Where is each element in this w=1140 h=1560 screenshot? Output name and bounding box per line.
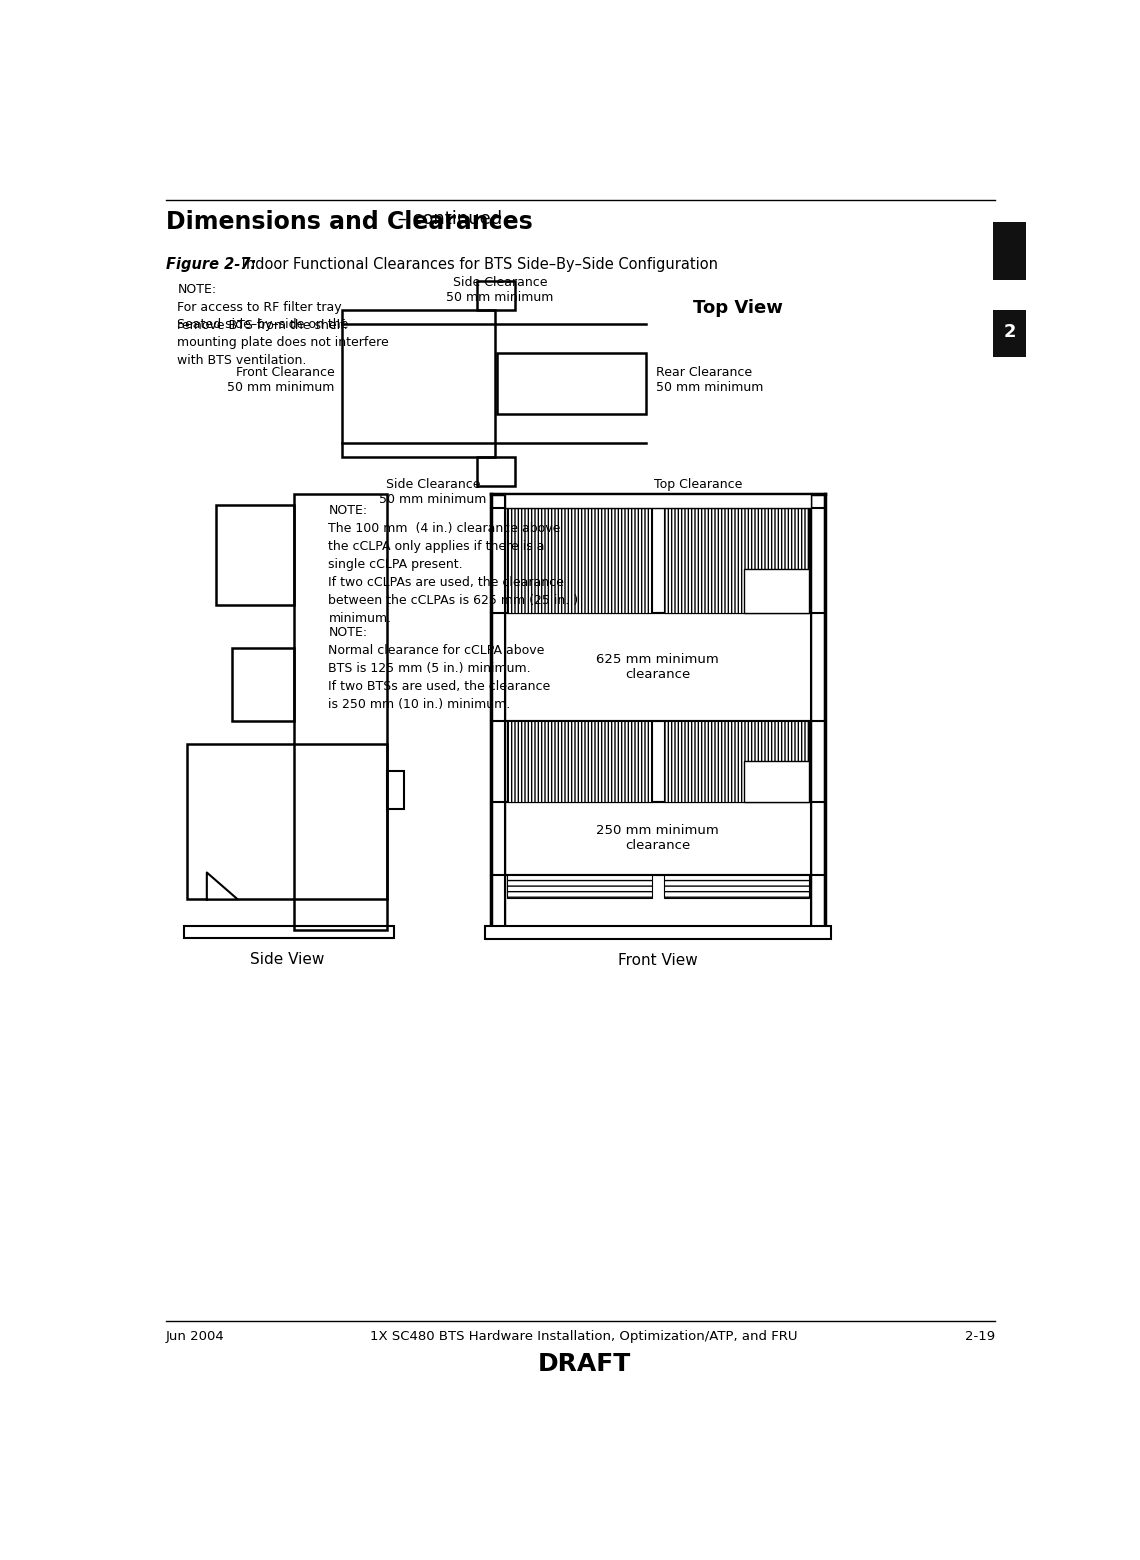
Text: DRAFT: DRAFT bbox=[538, 1353, 630, 1376]
Bar bbox=[665, 507, 809, 613]
Text: Top Clearance
100 mm minimum: Top Clearance 100 mm minimum bbox=[654, 479, 770, 507]
Text: Top View: Top View bbox=[693, 300, 783, 317]
Text: Figure 2-7:: Figure 2-7: bbox=[165, 256, 256, 271]
Text: 1X SC480 BTS Hardware Installation, Optimization/ATP, and FRU: 1X SC480 BTS Hardware Installation, Opti… bbox=[370, 1329, 798, 1343]
Text: 2-19: 2-19 bbox=[964, 1329, 995, 1343]
Bar bbox=[993, 310, 1026, 357]
Bar bbox=[231, 647, 294, 721]
Bar bbox=[811, 493, 824, 930]
Text: 250 mm minimum
clearance: 250 mm minimum clearance bbox=[596, 824, 719, 852]
Bar bbox=[477, 281, 515, 310]
Bar bbox=[743, 569, 809, 613]
Text: Side Clearance
50 mm minimum: Side Clearance 50 mm minimum bbox=[446, 276, 553, 304]
Bar bbox=[484, 925, 831, 939]
Text: Indoor Functional Clearances for BTS Side–By–Side Configuration: Indoor Functional Clearances for BTS Sid… bbox=[237, 256, 718, 271]
Text: Side View: Side View bbox=[250, 952, 324, 967]
Bar bbox=[743, 761, 809, 802]
Text: 2: 2 bbox=[1003, 323, 1016, 342]
Text: Front View: Front View bbox=[618, 953, 698, 969]
Bar bbox=[491, 493, 505, 930]
Bar bbox=[217, 505, 294, 605]
Text: Jun 2004: Jun 2004 bbox=[165, 1329, 225, 1343]
Text: NOTE:
For access to RF filter tray
remove BTS from the shelf.: NOTE: For access to RF filter tray remov… bbox=[178, 284, 348, 332]
Bar bbox=[184, 927, 394, 938]
Text: 625 mm minimum
clearance: 625 mm minimum clearance bbox=[596, 654, 719, 680]
Bar bbox=[386, 771, 404, 810]
Text: NOTE:
Normal clearance for cCLPA above
BTS is 125 mm (5 in.) minimum.
If two BTS: NOTE: Normal clearance for cCLPA above B… bbox=[328, 626, 551, 711]
Bar bbox=[507, 721, 652, 802]
Bar bbox=[294, 493, 386, 930]
Bar bbox=[665, 875, 809, 899]
Bar bbox=[497, 353, 646, 415]
Text: Seated side–by–side on the
mounting plate does not interfere
with BTS ventilatio: Seated side–by–side on the mounting plat… bbox=[178, 318, 389, 367]
Bar bbox=[477, 457, 515, 487]
Polygon shape bbox=[206, 872, 238, 900]
Bar bbox=[665, 721, 809, 802]
Bar bbox=[342, 310, 495, 457]
Text: Dimensions and Clearances: Dimensions and Clearances bbox=[165, 211, 532, 234]
Text: Side Clearance
50 mm minimum: Side Clearance 50 mm minimum bbox=[380, 479, 487, 507]
Bar bbox=[187, 744, 386, 900]
Text: – continued: – continued bbox=[392, 211, 503, 228]
Text: Rear Clearance
50 mm minimum: Rear Clearance 50 mm minimum bbox=[657, 365, 764, 393]
Text: NOTE:
The 100 mm  (4 in.) clearance above
the cCLPA only applies if there is a
s: NOTE: The 100 mm (4 in.) clearance above… bbox=[328, 504, 579, 626]
Text: Front Clearance
50 mm minimum: Front Clearance 50 mm minimum bbox=[227, 365, 335, 393]
Bar bbox=[507, 507, 652, 613]
Bar bbox=[505, 493, 811, 507]
Bar bbox=[507, 875, 652, 899]
Bar bbox=[993, 222, 1026, 279]
